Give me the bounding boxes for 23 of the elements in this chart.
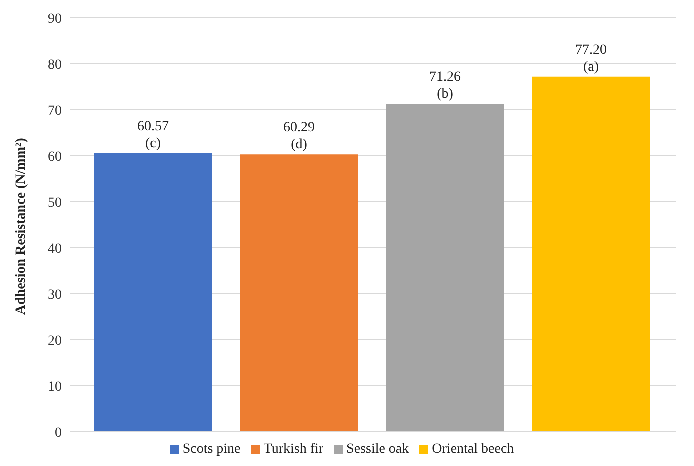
y-tick-label: 10 xyxy=(48,380,62,395)
y-tick-label: 40 xyxy=(48,242,62,257)
bar xyxy=(94,153,212,432)
bar xyxy=(532,76,650,432)
bar xyxy=(386,104,504,432)
y-tick-label: 0 xyxy=(55,426,62,441)
y-tick-label: 70 xyxy=(48,104,62,119)
legend-label: Turkish fir xyxy=(264,442,324,457)
y-tick-label: 80 xyxy=(48,58,62,73)
legend-label: Sessile oak xyxy=(346,442,410,457)
legend-label: Scots pine xyxy=(182,442,241,457)
y-axis-title: Adhesion Resistance (N/mm²) xyxy=(14,138,29,315)
y-tick-label: 60 xyxy=(48,150,62,165)
bar xyxy=(240,154,358,432)
y-tick-label: 90 xyxy=(48,12,62,27)
y-tick-label: 20 xyxy=(48,334,62,349)
data-label: 71.26 (b) xyxy=(429,70,461,102)
y-tick-label: 50 xyxy=(48,196,62,211)
data-label: 77.20 (a) xyxy=(575,42,607,75)
data-label: 60.57 (c) xyxy=(137,119,169,152)
data-label: 60.29 (d) xyxy=(283,120,315,153)
legend-label: Oriental beech xyxy=(432,442,514,457)
y-tick-label: 30 xyxy=(48,288,62,303)
